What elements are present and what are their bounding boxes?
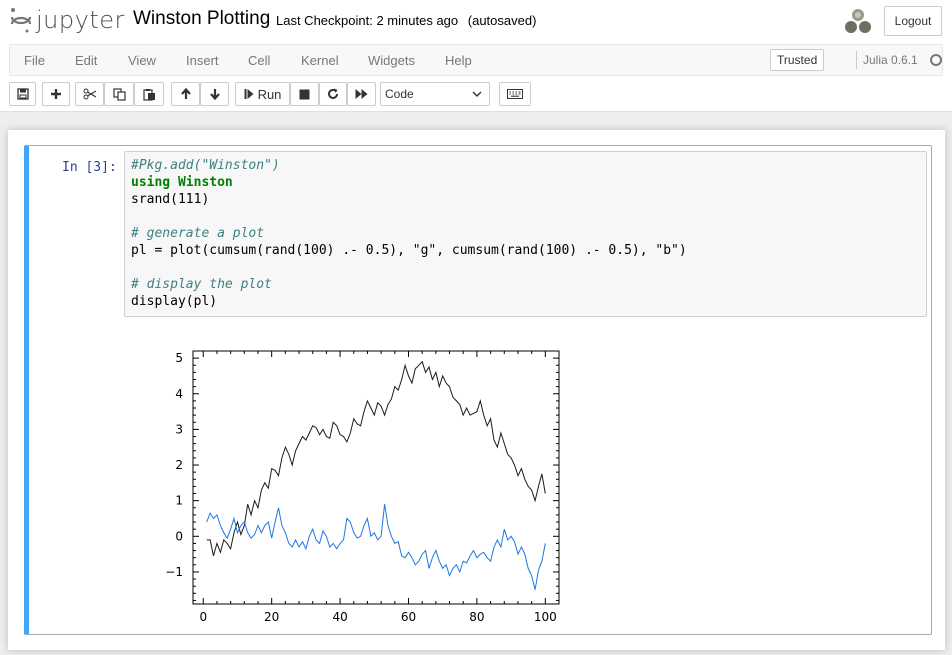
y-tick-label: −1 [165, 565, 183, 579]
y-tick-label: 5 [175, 351, 183, 365]
checkpoint-label: Last Checkpoint: [276, 13, 373, 28]
code-token: srand(111) [131, 192, 210, 207]
code-cell[interactable]: In [3]: #Pkg.add("Winston") using Winsto… [24, 145, 932, 635]
y-tick-label: 3 [175, 422, 183, 436]
code-line: pl = plot(cumsum(rand(100) .- 0.5), "g",… [131, 242, 920, 259]
plot-frame [192, 350, 560, 605]
checkpoint-time: 2 minutes ago [376, 13, 459, 28]
menubar: File Edit View Insert Cell Kernel Widget… [9, 44, 943, 76]
notebook-header: jupyter Winston Plotting Last Checkpoint… [0, 0, 952, 112]
jupyter-logo[interactable]: jupyter [10, 6, 125, 34]
restart-button[interactable] [319, 82, 347, 106]
logo-text: jupyter [36, 6, 125, 34]
cut-button[interactable] [75, 82, 104, 106]
code-line: display(pl) [131, 293, 920, 310]
fast-forward-icon [355, 89, 368, 99]
menu-view[interactable]: View [128, 53, 156, 68]
series-line-2 [206, 504, 546, 590]
command-palette-button[interactable] [499, 82, 531, 106]
arrow-up-icon [180, 88, 191, 99]
notebook-container: In [3]: #Pkg.add("Winston") using Winsto… [8, 130, 945, 650]
y-tick-label: 1 [175, 494, 183, 508]
y-tick-label: 2 [175, 458, 183, 472]
trusted-badge[interactable]: Trusted [770, 49, 825, 71]
menu-widgets[interactable]: Widgets [368, 53, 415, 68]
keyboard-icon [507, 89, 523, 99]
restart-run-all-button[interactable] [347, 82, 376, 106]
input-prompt: In [3]: [62, 160, 117, 175]
cut-icon [83, 88, 96, 100]
menu-kernel[interactable]: Kernel [301, 53, 339, 68]
menu-insert[interactable]: Insert [186, 53, 219, 68]
x-tick-label: 0 [199, 610, 207, 621]
logout-button[interactable]: Logout [884, 6, 942, 36]
save-button[interactable] [9, 82, 36, 106]
save-icon [16, 88, 29, 100]
paste-icon [142, 88, 155, 101]
code-line: #Pkg.add("Winston") [131, 157, 920, 174]
code-line [131, 208, 920, 225]
step-forward-icon [244, 89, 254, 99]
code-line: # generate a plot [131, 225, 920, 242]
y-tick-label: 0 [175, 529, 183, 543]
menu-help[interactable]: Help [445, 53, 472, 68]
move-up-button[interactable] [171, 82, 200, 106]
y-tick-label: 4 [175, 387, 183, 401]
menu-file[interactable]: File [24, 53, 45, 68]
menu-edit[interactable]: Edit [75, 53, 98, 68]
cell-output: 0 20 40 60 80 100 −1 0 1 2 3 4 5 [141, 336, 571, 624]
code-token: display(pl) [131, 294, 218, 309]
checkpoint-status: Last Checkpoint: 2 minutes ago (autosave… [276, 13, 536, 28]
code-line: using Winston [131, 174, 920, 191]
paste-button[interactable] [134, 82, 164, 106]
kernel-separator [856, 51, 857, 69]
cell-type-select[interactable]: Code [380, 82, 490, 106]
arrow-down-icon [209, 89, 220, 100]
run-button[interactable]: Run [235, 82, 290, 106]
code-line [131, 259, 920, 276]
kernel-idle-indicator [930, 54, 942, 66]
x-tick-label: 100 [534, 610, 557, 621]
menu-cell[interactable]: Cell [248, 53, 271, 68]
copy-button[interactable] [104, 82, 134, 106]
notebook-title[interactable]: Winston Plotting [133, 8, 271, 29]
code-token: pl = plot(cumsum(rand(100) .- 0.5), "g",… [131, 243, 687, 258]
x-tick-label: 80 [469, 610, 484, 621]
x-tick-label: 60 [401, 610, 416, 621]
stop-icon [299, 89, 310, 99]
code-token: # generate a plot [131, 226, 265, 241]
move-down-button[interactable] [200, 82, 229, 106]
copy-icon [112, 87, 126, 101]
x-tick-label: 20 [264, 610, 279, 621]
series-line-1 [206, 360, 546, 557]
autosave-status: (autosaved) [467, 13, 537, 28]
chevron-down-icon [472, 91, 482, 97]
code-token: using Winston [131, 175, 233, 190]
code-token: # display the plot [131, 277, 272, 292]
kernel-name: Julia 0.6.1 [863, 53, 918, 67]
add-cell-button[interactable] [42, 82, 70, 106]
code-editor[interactable]: #Pkg.add("Winston") using Winston srand(… [124, 151, 927, 317]
code-token: #Pkg.add("Winston") [131, 158, 280, 173]
interrupt-button[interactable] [290, 82, 319, 106]
x-tick-label: 40 [332, 610, 347, 621]
run-label: Run [257, 86, 282, 102]
cell-type-value: Code [385, 87, 414, 101]
winston-plot: 0 20 40 60 80 100 −1 0 1 2 3 4 5 [165, 350, 560, 624]
plus-icon [51, 89, 61, 99]
restart-icon [328, 88, 338, 99]
code-line: # display the plot [131, 276, 920, 293]
user-avatar-icon[interactable] [843, 7, 873, 37]
code-line: srand(111) [131, 191, 920, 208]
jupyter-logo-icon [10, 8, 32, 33]
